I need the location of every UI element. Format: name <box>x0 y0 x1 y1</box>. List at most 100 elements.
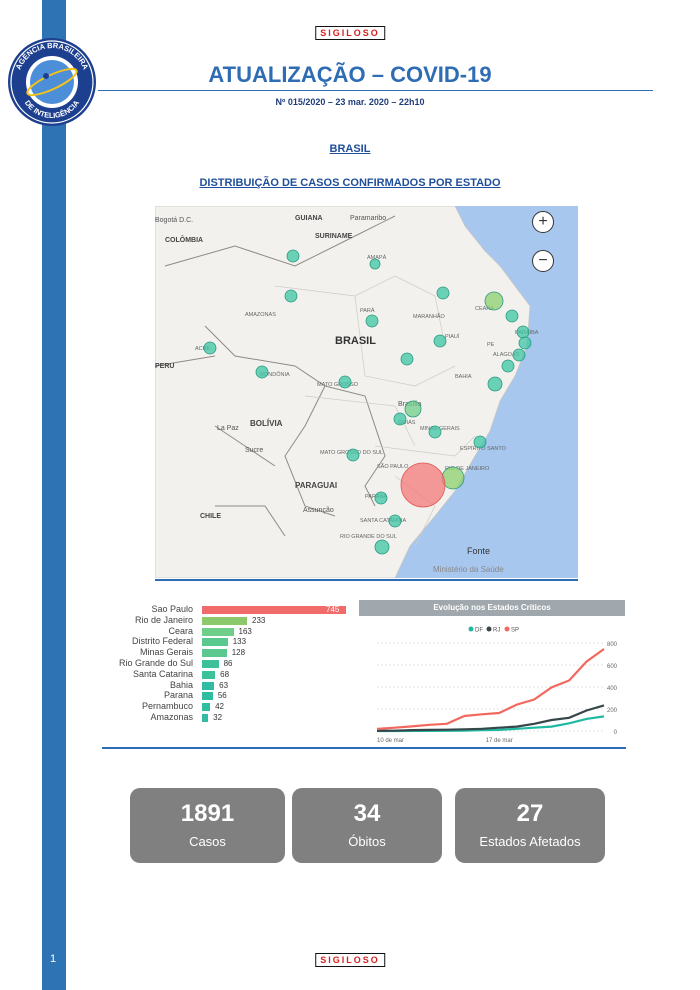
charts-divider <box>102 747 626 749</box>
map-state-pe: PE <box>487 342 495 348</box>
kpi-deaths-value: 34 <box>353 800 381 827</box>
bubble-espirito-santo <box>473 435 487 449</box>
legend-label-rj: RJ <box>493 628 500 634</box>
zoom-in-button[interactable]: + <box>532 211 554 233</box>
bar <box>202 703 211 712</box>
bubble-paraiba <box>516 325 530 339</box>
map-source-label: Fonte <box>467 546 490 556</box>
state-lines <box>274 275 476 547</box>
bubble-tocantins <box>400 352 414 366</box>
map-label-suriname: SURINAME <box>315 233 353 240</box>
bubble-piaui <box>433 334 447 348</box>
bubble-brasilia <box>404 400 422 418</box>
bubble-alagoas <box>512 348 526 362</box>
kpi-deaths-label: Óbitos <box>348 834 386 849</box>
bar-value-label: 163 <box>238 626 252 636</box>
bubble-goias <box>393 412 407 426</box>
bar-value-label: 133 <box>232 637 247 647</box>
bubble-amapa <box>286 249 300 263</box>
section-distribution: DISTRIBUIÇÃO DE CASOS CONFIRMADOS POR ES… <box>199 177 501 189</box>
map-state-alagoas: ALAGOAS <box>493 352 520 358</box>
map-state-para: PARÁ <box>360 307 375 314</box>
map-label-bolivia: BOLÍVIA <box>250 419 283 428</box>
map-city-paramaribo: Paramaribo <box>350 215 386 222</box>
bar-label: Ceara <box>168 625 193 636</box>
map-state-mato-grosso: MATO GROSSO <box>317 382 359 388</box>
bar <box>202 681 215 690</box>
map-label-guiana: GUIANA <box>295 215 323 222</box>
bar <box>202 660 219 668</box>
bar-label: Distrito Federal <box>131 636 193 647</box>
bubble-bahia <box>487 376 503 392</box>
bubble-santa-catarina <box>388 514 402 528</box>
border-lines <box>155 215 396 537</box>
page-title: ATUALIZAÇÃO – COVID-19 <box>208 62 492 87</box>
bar-label: Bahia <box>169 679 193 690</box>
map-city-la-paz: La Paz <box>217 425 239 432</box>
bubble-pe <box>518 336 532 350</box>
bar-value-label: 32 <box>213 713 223 722</box>
bubble-ms <box>346 448 360 462</box>
bar-value-label: 56 <box>217 691 227 701</box>
y-tick-label: 800 <box>607 642 618 648</box>
bar-label: Sao Paulo <box>151 604 193 614</box>
map-label-brasil: BRASIL <box>335 335 376 347</box>
cases-map[interactable]: GUIANA SURINAME COLÔMBIA BRASIL PERU BOL… <box>155 206 578 578</box>
bar-value-label: 68 <box>220 669 230 679</box>
bar-value-label: 42 <box>215 702 225 712</box>
map-state-ceara: CEARÁ <box>475 305 494 312</box>
map-city-assuncao: Assunção <box>303 507 334 514</box>
y-tick-label: 600 <box>607 664 618 670</box>
map-divider <box>155 579 578 581</box>
y-tick-label: 200 <box>607 708 618 714</box>
kpi-card-states: 27 Estados Afetados <box>455 788 605 863</box>
bar-label: Amazonas <box>150 712 193 722</box>
bubble-amazonas <box>284 289 298 303</box>
case-bubbles <box>203 249 532 555</box>
bubble-sao-paulo <box>400 462 446 508</box>
bar-value-label: 233 <box>252 615 266 625</box>
map-city-sucre: Sucre <box>245 447 263 454</box>
map-state-bahia: BAHIA <box>455 374 472 380</box>
bubble-ceara <box>484 291 504 311</box>
section-country: BRASIL <box>329 143 371 155</box>
map-state-amazonas: AMAZONAS <box>245 312 276 318</box>
bubble-rondonia <box>255 365 269 379</box>
map-source-value: Ministério da Saúde <box>433 565 504 574</box>
zoom-out-button[interactable]: − <box>532 250 554 272</box>
map-label-chile: CHILE <box>200 513 221 520</box>
map-label-paraguai: PARAGUAI <box>295 481 337 490</box>
critical-states-line-chart: 0 200 400 600 800 10 de mar 17 de mar DF RJ SP <box>376 626 618 744</box>
bar-label: Pernambuco <box>141 701 193 712</box>
map-label-peru: PERU <box>155 363 174 370</box>
bar-label: Minas Gerais <box>139 647 193 658</box>
bubble-maranhao <box>365 314 379 328</box>
legend-label-df: DF <box>475 628 483 634</box>
series-line-sp <box>376 648 605 730</box>
legend-marker-rj <box>486 626 492 632</box>
legend-marker-sp <box>504 626 510 632</box>
bar-value-label: 128 <box>231 648 246 658</box>
legend-label-sp: SP <box>511 628 519 634</box>
x-tick-label: 10 de mar <box>377 738 404 744</box>
map-state-piaui: PIAUÍ <box>445 333 460 340</box>
bar <box>202 606 346 614</box>
map-state-maranhao: MARANHÃO <box>413 313 446 320</box>
bar <box>202 638 228 647</box>
bar-label: Santa Catarina <box>132 668 193 679</box>
map-state-rio-de-janeiro: RIO DE JANEIRO <box>445 466 490 472</box>
bubble-acre <box>203 341 217 355</box>
title-divider <box>98 90 653 91</box>
map-city-bogota: Bogotá D.C. <box>155 217 193 224</box>
bubble-rs <box>374 539 390 555</box>
abin-logo: AGÊNCIA BRASILEIRA DE INTELIGÊNCIA <box>6 36 98 128</box>
map-state-goias: GOIÁS <box>398 419 416 426</box>
bubble-minas <box>428 425 442 439</box>
bar-value-label: 745 <box>326 605 340 614</box>
bar <box>202 692 213 701</box>
bar <box>202 714 209 722</box>
map-state-santa-catarina: SANTA CATARINA <box>360 518 406 524</box>
x-tick-label: 17 de mar <box>486 738 513 744</box>
y-tick-label: 0 <box>614 730 618 736</box>
map-state-acre: ACRE <box>195 346 211 352</box>
